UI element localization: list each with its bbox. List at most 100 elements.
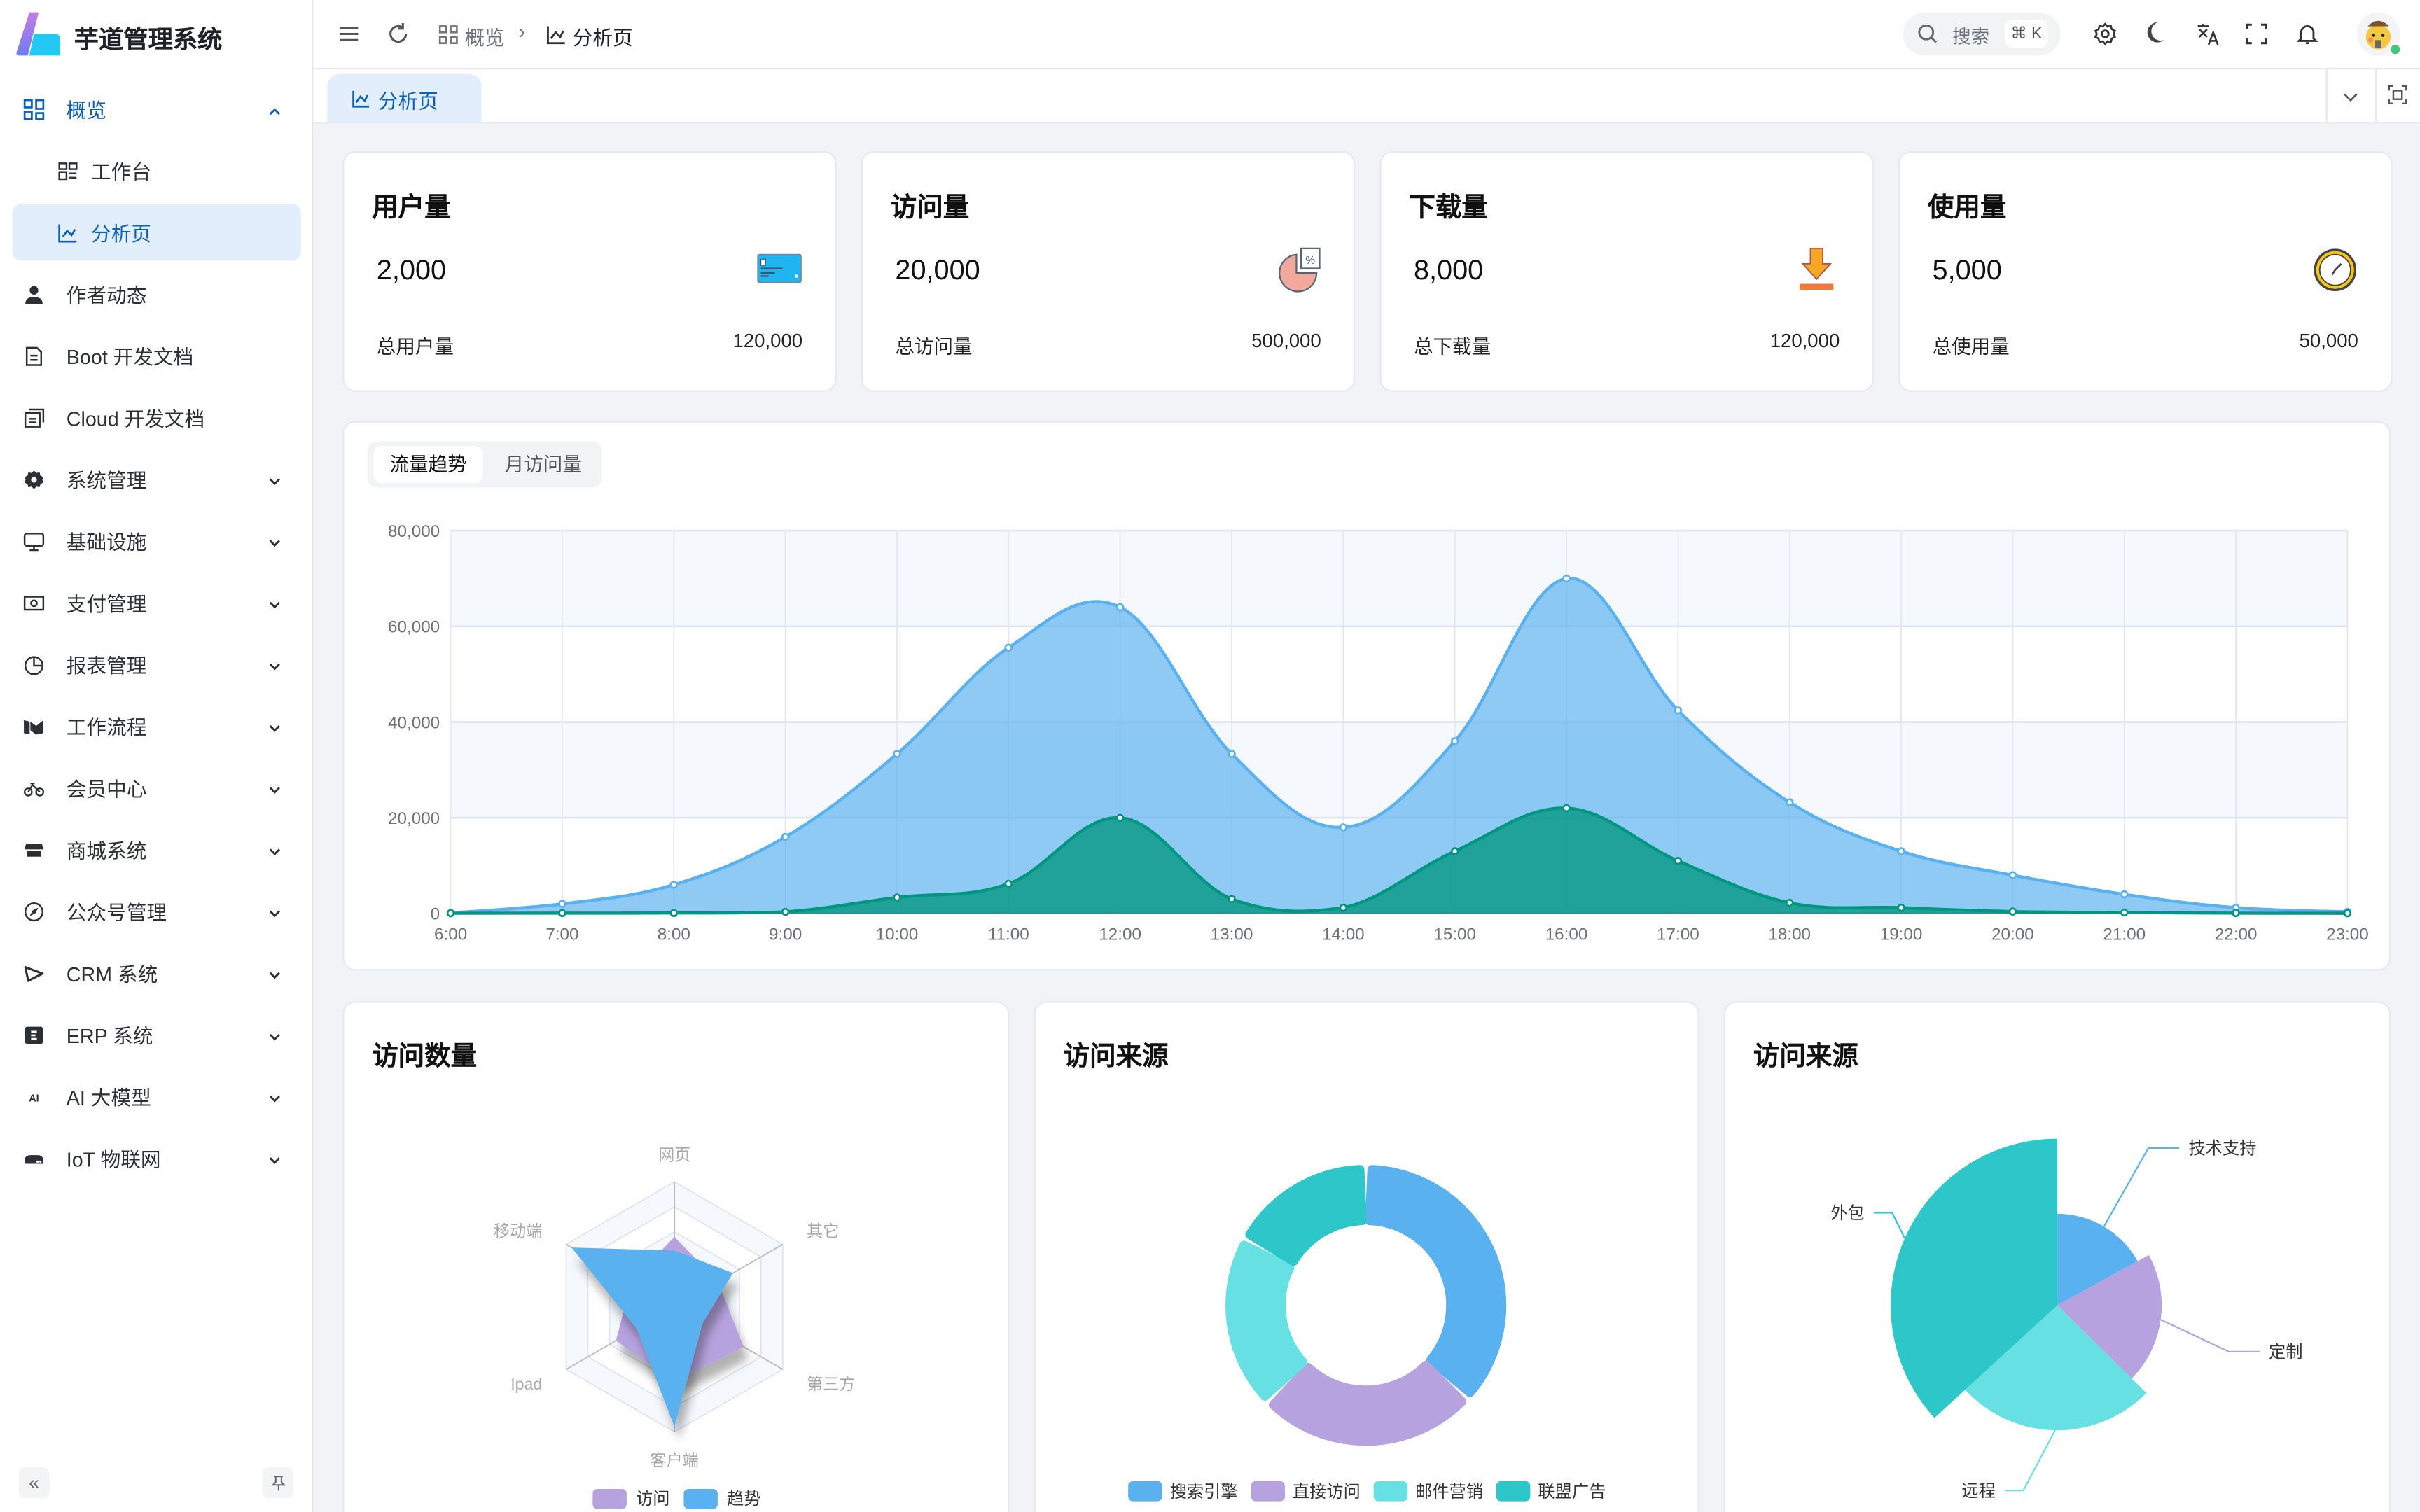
- data-point[interactable]: [1004, 643, 1013, 652]
- sidebar-item-0[interactable]: 概览: [13, 80, 301, 138]
- sidebar-item-2[interactable]: 分析页: [12, 203, 301, 261]
- data-point[interactable]: [1674, 706, 1683, 715]
- label-line: [2103, 1147, 2180, 1227]
- translate-icon[interactable]: [2195, 22, 2219, 46]
- sidebar-item-6[interactable]: 系统管理: [13, 451, 301, 508]
- rose-slice[interactable]: [1891, 1138, 2058, 1418]
- rose-slice[interactable]: [2057, 1213, 2138, 1306]
- data-point[interactable]: [2120, 890, 2129, 899]
- x-tick-label: 20:00: [1991, 925, 2034, 944]
- fullscreen-icon[interactable]: [2244, 22, 2269, 46]
- data-point[interactable]: [2008, 871, 2017, 879]
- sidebar-item-5[interactable]: Cloud 开发文档: [13, 388, 301, 446]
- data-point[interactable]: [1115, 813, 1125, 822]
- legend-swatch[interactable]: [1128, 1480, 1162, 1502]
- sidebar-item-16[interactable]: AI AI 大模型: [13, 1068, 301, 1125]
- refresh-icon[interactable]: [386, 22, 410, 46]
- moon-icon[interactable]: [2142, 20, 2167, 45]
- data-point[interactable]: [2232, 909, 2240, 918]
- sidebar-item-1[interactable]: 工作台: [13, 142, 301, 200]
- gear-icon[interactable]: [2093, 22, 2118, 46]
- data-point[interactable]: [893, 893, 901, 902]
- workflow-icon: [23, 715, 45, 737]
- sidebar-item-14[interactable]: CRM 系统: [13, 944, 301, 1002]
- bell-icon[interactable]: [2295, 22, 2319, 46]
- sidebar-item-4[interactable]: Boot 开发文档: [13, 327, 301, 384]
- stat-total-label: 总访问量: [895, 336, 973, 358]
- data-point[interactable]: [893, 750, 901, 758]
- data-point[interactable]: [558, 909, 566, 918]
- data-point[interactable]: [1674, 856, 1683, 865]
- legend-swatch[interactable]: [1496, 1480, 1531, 1502]
- legend-label[interactable]: 搜索引擎: [1170, 1483, 1238, 1502]
- data-point[interactable]: [1785, 898, 1794, 907]
- sidebar-item-17[interactable]: IoT 物联网: [13, 1129, 301, 1186]
- legend-label[interactable]: 趋势: [727, 1490, 760, 1508]
- breadcrumb-overview[interactable]: 概览: [464, 26, 505, 50]
- sidebar-item-10[interactable]: 工作流程: [13, 697, 301, 755]
- dashboard-icon: [57, 160, 79, 181]
- donut-slice[interactable]: [1225, 1240, 1308, 1401]
- avatar[interactable]: [2356, 12, 2402, 56]
- data-point[interactable]: [1228, 895, 1236, 904]
- search-button[interactable]: 搜索 ⌘ K: [1903, 12, 2061, 56]
- sidebar-item-12[interactable]: 商城系统: [13, 821, 301, 878]
- legend-label[interactable]: 联盟广告: [1538, 1483, 1606, 1502]
- sidebar-item-13[interactable]: 公众号管理: [13, 883, 301, 940]
- data-point[interactable]: [1450, 737, 1459, 746]
- donut-slice[interactable]: [1269, 1360, 1467, 1446]
- legend-label[interactable]: 直接访问: [1293, 1483, 1361, 1502]
- data-point[interactable]: [2120, 908, 2129, 917]
- sidebar-item-7[interactable]: 基础设施: [13, 512, 301, 570]
- data-point[interactable]: [1897, 847, 1905, 855]
- data-point[interactable]: [1339, 903, 1348, 912]
- grid-icon: [23, 98, 45, 120]
- tab-traffic-trend[interactable]: 流量趋势: [373, 445, 483, 483]
- data-point[interactable]: [781, 832, 790, 841]
- data-point[interactable]: [1339, 823, 1348, 832]
- stat-title: 下载量: [1409, 192, 1488, 223]
- sidebar-item-11[interactable]: 会员中心: [13, 759, 301, 816]
- sidebar-item-label: CRM 系统: [66, 962, 158, 986]
- data-point[interactable]: [1450, 847, 1459, 855]
- sidebar-item-8[interactable]: 支付管理: [13, 574, 301, 631]
- pin-sidebar-button[interactable]: [262, 1467, 293, 1499]
- legend-swatch[interactable]: [1373, 1480, 1408, 1502]
- data-point[interactable]: [1897, 903, 1905, 912]
- legend-swatch[interactable]: [592, 1488, 627, 1509]
- x-tick-label: 15:00: [1433, 925, 1476, 944]
- legend-label[interactable]: 访问: [636, 1490, 669, 1508]
- rose-slice[interactable]: [2057, 1254, 2162, 1379]
- sidebar-item-label: 系统管理: [66, 469, 147, 493]
- data-point[interactable]: [781, 907, 790, 916]
- data-point[interactable]: [1004, 879, 1013, 888]
- data-point[interactable]: [1115, 603, 1125, 612]
- donut-slice[interactable]: [1245, 1165, 1367, 1266]
- legend-swatch[interactable]: [683, 1488, 718, 1509]
- label-line: [2005, 1429, 2056, 1492]
- data-point[interactable]: [1228, 750, 1236, 758]
- data-point[interactable]: [669, 881, 679, 889]
- data-point[interactable]: [558, 899, 566, 908]
- chevron-down-icon[interactable]: [2342, 88, 2360, 106]
- legend-swatch[interactable]: [1251, 1480, 1285, 1502]
- sidebar-item-15[interactable]: ERP 系统: [13, 1006, 301, 1063]
- sidebar-item-3[interactable]: 作者动态: [13, 265, 301, 323]
- data-point[interactable]: [2008, 907, 2017, 916]
- radar-series-1[interactable]: [571, 1247, 733, 1427]
- data-point[interactable]: [1785, 798, 1794, 806]
- maximize-icon[interactable]: [2388, 85, 2408, 105]
- data-point[interactable]: [1562, 804, 1571, 813]
- sidebar-item-9[interactable]: 报表管理: [13, 636, 301, 693]
- legend-label[interactable]: 邮件营销: [1415, 1483, 1483, 1502]
- data-point[interactable]: [446, 909, 455, 918]
- data-point[interactable]: [1562, 574, 1571, 583]
- tab-monthly-visits[interactable]: 月访问量: [504, 454, 582, 475]
- collapse-sidebar-button[interactable]: «: [18, 1467, 50, 1499]
- rose-slice[interactable]: [1965, 1305, 2147, 1431]
- data-point[interactable]: [669, 909, 679, 917]
- menu-icon[interactable]: [336, 22, 361, 46]
- donut-slice[interactable]: [1365, 1165, 1507, 1397]
- tab-analysis[interactable]: 分析页: [327, 74, 482, 124]
- data-point[interactable]: [2343, 909, 2352, 918]
